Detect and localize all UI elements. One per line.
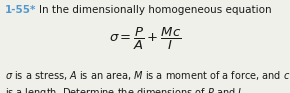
Text: $\sigma$ is a stress, $A$ is an area, $M$ is a moment of a force, and $c$: $\sigma$ is a stress, $A$ is an area, $M… [5,69,290,82]
Text: In the dimensionally homogeneous equation: In the dimensionally homogeneous equatio… [39,5,272,15]
Text: $\sigma = \dfrac{P}{A} + \dfrac{Mc}{I}$: $\sigma = \dfrac{P}{A} + \dfrac{Mc}{I}$ [109,26,181,52]
Text: is a length. Determine the dimensions of $P$ and $I$.: is a length. Determine the dimensions of… [5,86,245,93]
Text: 1-55*: 1-55* [5,5,37,15]
